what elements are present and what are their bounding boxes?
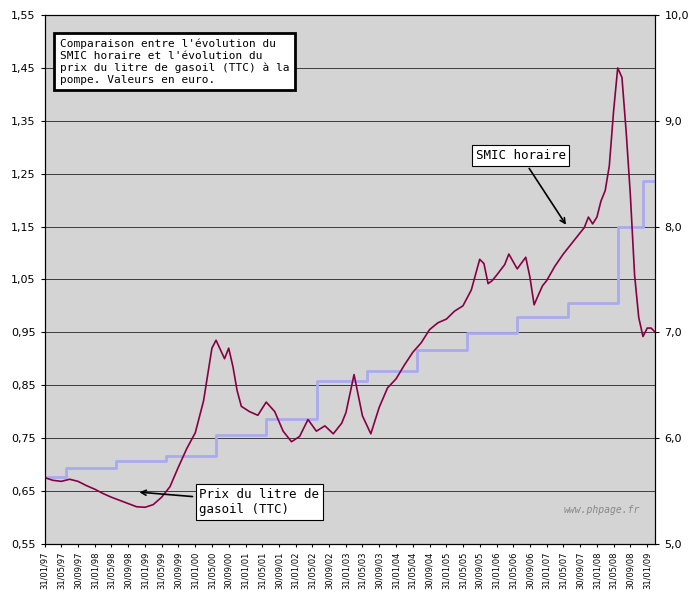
Text: Prix du litre de
gasoil (TTC): Prix du litre de gasoil (TTC) xyxy=(141,488,319,516)
Text: www.phpage.fr: www.phpage.fr xyxy=(564,505,640,515)
Text: Comparaison entre l'évolution du
SMIC horaire et l'évolution du
prix du litre de: Comparaison entre l'évolution du SMIC ho… xyxy=(60,39,290,85)
Text: SMIC horaire: SMIC horaire xyxy=(476,149,566,223)
